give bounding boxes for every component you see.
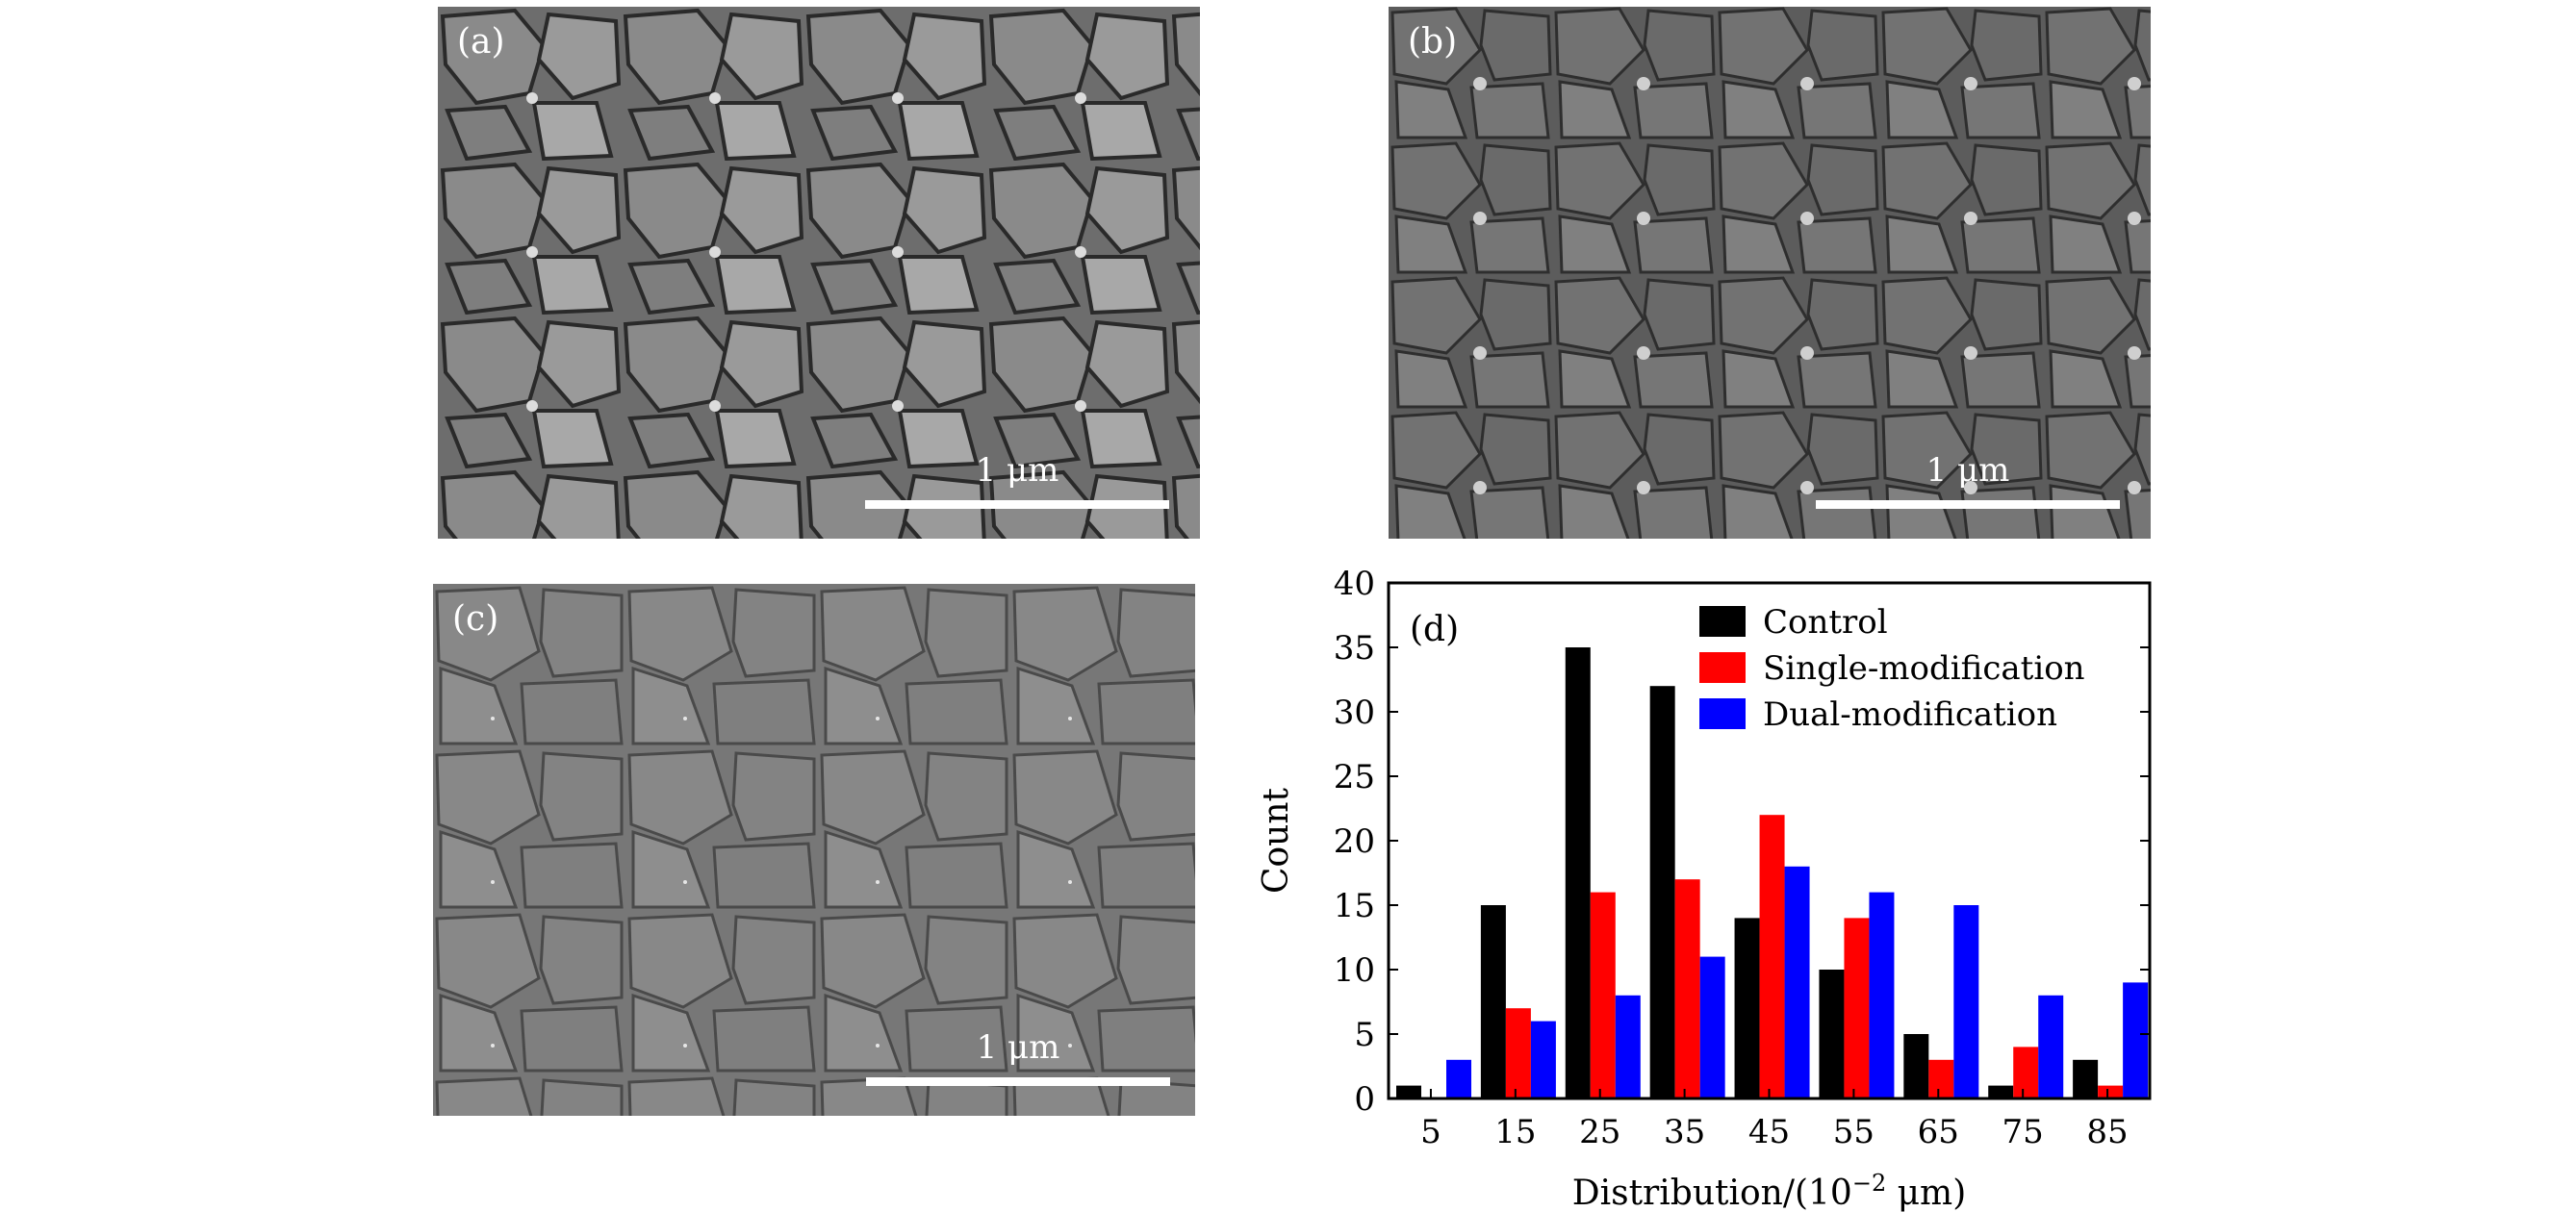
bar-control-75 [1988,1085,2014,1098]
x-axis-label-unit: μm) [1886,1174,1966,1212]
x-tick-label-15: 15 [1494,1113,1536,1151]
x-tick-label-85: 85 [2086,1113,2128,1151]
bar-control-65 [1903,1034,1929,1098]
scale-bar-b [1816,500,2120,509]
sem-micrograph-a [438,7,1200,539]
scale-bar-label-b: 1 μm [1926,451,2010,490]
sem-image-a: (a) 1 μm [438,7,1200,539]
y-tick-label-5: 5 [1354,1016,1375,1054]
bar-dual-modification-25 [1615,995,1641,1098]
bar-dual-modification-85 [2123,982,2149,1098]
bar-single-modification-25 [1590,892,1616,1098]
bar-dual-modification-55 [1869,892,1895,1098]
bar-single-modification-85 [2098,1085,2124,1098]
bar-dual-modification-45 [1784,866,1810,1098]
bar-dual-modification-35 [1699,956,1725,1098]
bar-control-25 [1565,647,1591,1098]
legend-swatch-single-modification [1699,652,1746,683]
bar-control-35 [1649,686,1675,1098]
x-tick-label-5: 5 [1420,1113,1441,1151]
scale-bar-c [866,1077,1170,1086]
y-tick-label-20: 20 [1334,822,1375,861]
legend-label-dual-modification: Dual-modification [1763,695,2057,734]
bar-single-modification-35 [1674,879,1700,1098]
x-tick-label-65: 65 [1918,1113,1959,1151]
scale-bar-label-a: 1 μm [975,451,1059,490]
panel-label-a: (a) [457,22,505,62]
bar-dual-modification-5 [1446,1059,1471,1098]
legend-swatch-dual-modification [1699,698,1746,729]
x-axis-label-exponent: −2 [1852,1170,1886,1197]
bar-control-55 [1819,970,1845,1098]
bar-control-15 [1480,905,1506,1098]
bar-single-modification-45 [1759,815,1785,1098]
legend-label-control: Control [1763,603,1888,642]
y-tick-label-0: 0 [1354,1080,1375,1119]
scale-bar-label-c: 1 μm [976,1028,1060,1067]
bar-dual-modification-15 [1530,1021,1556,1098]
x-tick-label-35: 35 [1664,1113,1705,1151]
bar-single-modification-65 [1928,1059,1954,1098]
panel-label-c: (c) [452,599,499,639]
scale-bar-a [865,500,1169,509]
x-tick-label-75: 75 [2002,1113,2044,1151]
y-tick-label-35: 35 [1334,629,1375,668]
y-tick-label-30: 30 [1334,694,1375,732]
sem-image-b: (b) 1 μm [1389,7,2151,539]
panel-label-b: (b) [1408,22,1458,62]
x-tick-label-55: 55 [1833,1113,1875,1151]
bar-dual-modification-75 [2038,995,2064,1098]
y-axis-label: Count [1257,787,1296,894]
x-axis-label: Distribution/(10−2 μm) [1572,1170,1967,1212]
y-tick-label-15: 15 [1334,887,1375,925]
sem-image-c: (c) 1 μm [433,584,1195,1116]
x-tick-label-45: 45 [1748,1113,1790,1151]
bar-control-45 [1734,918,1760,1098]
sem-micrograph-c [433,584,1195,1116]
panel-label-d: (d) [1410,610,1459,649]
bar-single-modification-55 [1844,918,1870,1098]
x-axis-label-base: Distribution/(10 [1572,1174,1852,1212]
legend-swatch-control [1699,606,1746,637]
y-tick-label-10: 10 [1334,951,1375,990]
bar-control-5 [1396,1085,1421,1098]
histogram-chart: 0 5 10 15 20 25 30 35 40 5 15 25 35 45 55 65 75 85 Count Di… [1257,566,2152,1212]
bar-single-modification-15 [1505,1008,1531,1098]
legend-label-single-modification: Single-modification [1763,649,2085,688]
bar-dual-modification-65 [1953,905,1979,1098]
x-tick-label-25: 25 [1579,1113,1620,1151]
sem-micrograph-b [1389,7,2151,539]
y-tick-label-25: 25 [1334,758,1375,796]
bar-control-85 [2073,1059,2099,1098]
y-tick-label-40: 40 [1334,566,1375,603]
bar-single-modification-75 [2013,1047,2039,1098]
